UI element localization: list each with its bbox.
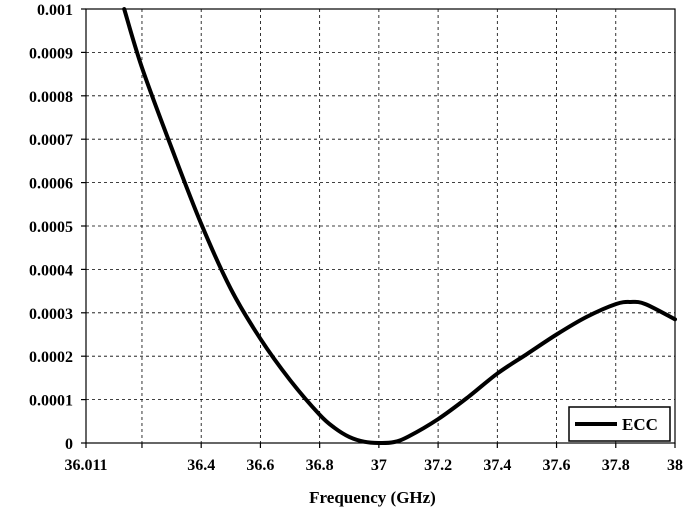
y-tick-label: 0.0007 — [29, 132, 73, 149]
legend-label-ecc: ECC — [622, 415, 658, 434]
y-tick-label: 0.0001 — [29, 393, 73, 410]
x-tick-label: 36.8 — [306, 457, 334, 474]
legend: ECC — [568, 406, 671, 442]
y-tick-label: 0.001 — [37, 2, 73, 19]
x-tick-label: 36.4 — [187, 457, 215, 474]
y-tick-label: 0.0004 — [29, 262, 73, 279]
x-tick-label: 37.2 — [424, 457, 452, 474]
x-tick-label: 37.6 — [543, 457, 571, 474]
x-tick-label: 37.4 — [483, 457, 511, 474]
x-tick-label: 37.8 — [602, 457, 630, 474]
y-tick-label: 0.0002 — [29, 349, 73, 366]
y-tick-label: 0.0006 — [29, 176, 73, 193]
y-tick-label: 0 — [65, 436, 73, 453]
x-tick-label: 38 — [667, 457, 683, 474]
y-tick-label: 0.0005 — [29, 219, 73, 236]
x-tick-label: 37 — [371, 457, 387, 474]
series-line-ecc — [122, 7, 677, 446]
y-axis-ticks: 0 0.0001 0.0002 0.0003 0.0004 0.0005 0.0006 0.0… — [29, 2, 86, 453]
y-tick-label: 0.0003 — [29, 306, 73, 323]
y-tick-label: 0.0009 — [29, 45, 73, 62]
x-axis-ticks: 36.011 36.4 36.6 36.8 37 37.2 37.4 37.6 37.8 38 — [64, 443, 683, 474]
x-tick-label: 36.011 — [64, 457, 107, 474]
grid-lines — [86, 9, 675, 443]
series-layer — [122, 7, 677, 446]
x-tick-label: 36.6 — [246, 457, 274, 474]
y-tick-label: 0.0008 — [29, 89, 73, 106]
x-axis-title: Frequency (GHz) — [309, 488, 436, 507]
